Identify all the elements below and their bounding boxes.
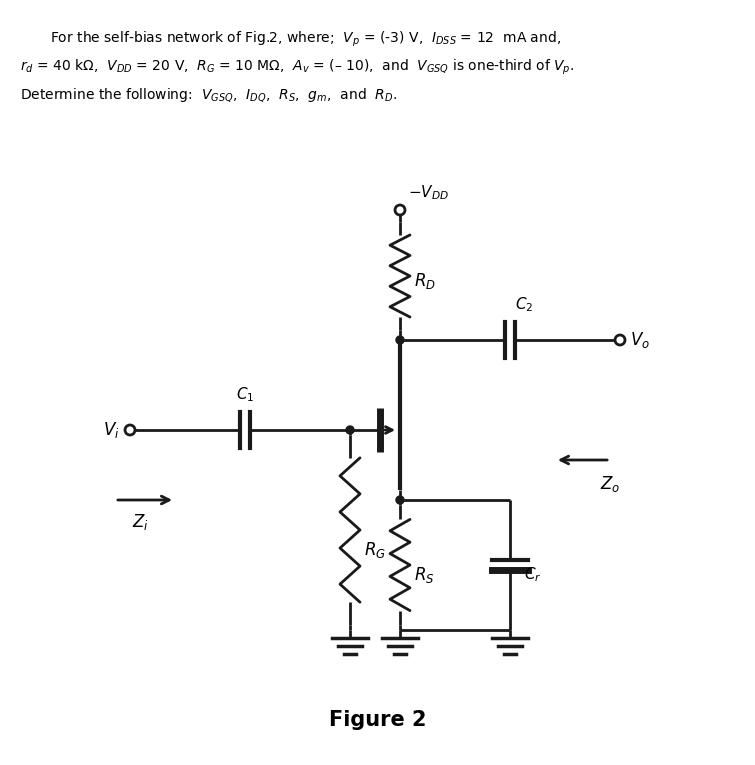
Circle shape <box>346 426 354 434</box>
Circle shape <box>125 425 135 435</box>
Text: Figure 2: Figure 2 <box>329 710 427 730</box>
Text: $R_G$: $R_G$ <box>364 540 386 560</box>
Text: $r_d$ = 40 kΩ,  $V_{DD}$ = 20 V,  $R_G$ = 10 MΩ,  $A_v$ = (– 10),  and  $V_{GSQ}: $r_d$ = 40 kΩ, $V_{DD}$ = 20 V, $R_G$ = … <box>20 58 575 77</box>
Text: $R_S$: $R_S$ <box>414 565 435 585</box>
Circle shape <box>395 205 405 215</box>
Text: $C_1$: $C_1$ <box>236 386 254 404</box>
Circle shape <box>396 496 404 504</box>
Text: $R_D$: $R_D$ <box>414 271 436 291</box>
Text: Determine the following:  $V_{GSQ}$,  $I_{DQ}$,  $R_S$,  $g_m$,  and  $R_D$.: Determine the following: $V_{GSQ}$, $I_{… <box>20 86 397 104</box>
Circle shape <box>615 335 625 345</box>
Text: $V_i$: $V_i$ <box>103 420 120 440</box>
Text: $-V_{DD}$: $-V_{DD}$ <box>408 184 449 202</box>
Text: $V_o$: $V_o$ <box>630 330 650 350</box>
Text: For the self-bias network of Fig.2, where;  $V_p$ = (-3) V,  $I_{DSS}$ = 12  mA : For the self-bias network of Fig.2, wher… <box>50 30 561 49</box>
Text: $Z_i$: $Z_i$ <box>131 512 149 532</box>
Text: $Z_o$: $Z_o$ <box>599 474 620 494</box>
Text: $C_r$: $C_r$ <box>524 565 541 584</box>
Text: $C_2$: $C_2$ <box>515 295 533 314</box>
Circle shape <box>396 336 404 344</box>
